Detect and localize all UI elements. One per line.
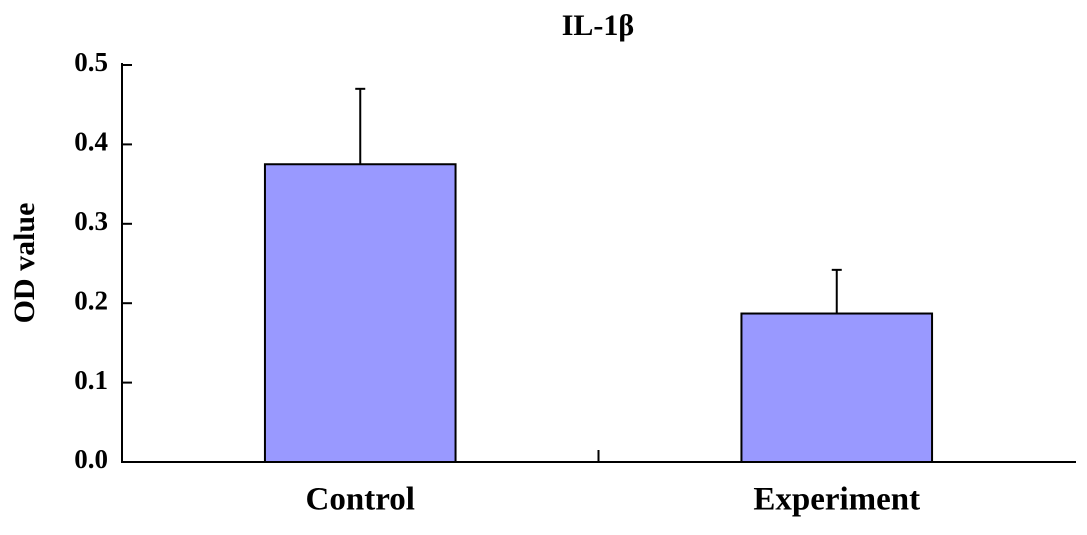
y-tick-label: 0.4 — [74, 127, 108, 157]
x-tick-label: Control — [306, 482, 415, 518]
bar — [263, 163, 457, 463]
y-tick-label: 0.2 — [74, 285, 108, 315]
y-tick-label: 0.5 — [74, 47, 108, 77]
bar — [740, 312, 934, 463]
y-tick-label: 0.3 — [74, 206, 108, 236]
x-tick-label: Experiment — [753, 482, 920, 518]
y-tick-label: 0.0 — [74, 444, 108, 474]
y-axis-label: OD value — [8, 203, 41, 324]
y-tick-label: 0.1 — [74, 365, 108, 395]
chart-title: IL-1β — [562, 9, 634, 42]
